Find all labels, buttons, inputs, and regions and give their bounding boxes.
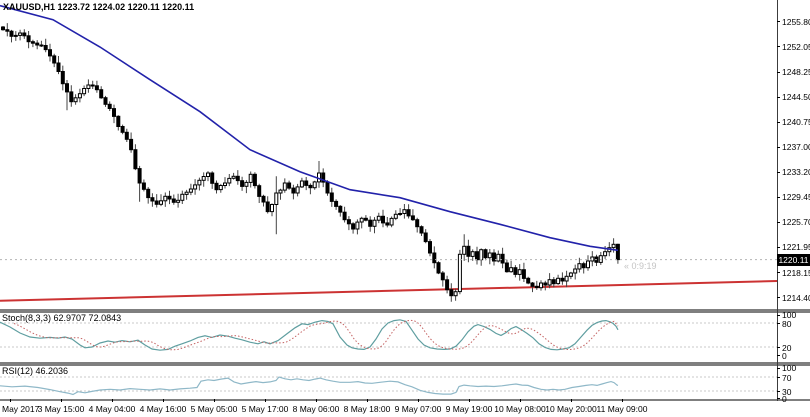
- price-axis-label-tick: [777, 171, 780, 173]
- stoch-axis-label: 100: [782, 310, 797, 320]
- chart-bottom-border: [0, 399, 810, 401]
- time-axis-label: 4 May 04:00: [88, 404, 136, 414]
- time-axis-label: 4 May 16:00: [139, 404, 187, 414]
- price-axis-label-tick: [777, 221, 780, 223]
- time-axis-tick: [265, 399, 266, 402]
- stochastic-label: Stoch(8,3,3) 62.9707 72.0843: [2, 313, 122, 323]
- rsi-axis-label-tick: [777, 391, 780, 392]
- price-axis-label: 1252.05: [782, 41, 810, 52]
- rsi-panel-canvas[interactable]: [0, 366, 778, 399]
- price-axis-label: 1237.00: [782, 142, 810, 152]
- price-axis-label-tick: [777, 297, 780, 299]
- candles-bullish: [13, 32, 616, 297]
- rsi-line: [0, 376, 619, 396]
- rsi-axis-label: 0: [782, 393, 787, 404]
- time-axis-label: 3 May 15:00: [37, 404, 85, 414]
- rsi-axis-label-tick: [777, 367, 780, 369]
- time-axis-tick: [367, 399, 368, 402]
- time-axis-label: 5 May 05:00: [190, 404, 238, 414]
- time-axis-label: 10 May 08:00: [494, 404, 546, 414]
- time-axis-tick: [622, 399, 623, 402]
- stoch-axis-label: 80: [782, 318, 792, 329]
- price-axis-label-tick: [777, 46, 780, 48]
- price-axis-label: 1218.15: [782, 267, 810, 278]
- price-axis-label-tick: [777, 21, 780, 23]
- rsi-axis-label-tick: [777, 398, 780, 399]
- price-scale-border: [777, 0, 778, 401]
- time-axis-label: May 2017: [2, 404, 40, 414]
- stoch-axis-label-tick: [777, 347, 780, 348]
- rsi-axis-label: 100: [782, 363, 797, 373]
- price-axis-label-tick: [777, 121, 780, 123]
- stoch-axis-label-tick: [777, 314, 780, 316]
- stoch-axis-label: 20: [782, 342, 792, 353]
- time-axis-tick: [61, 399, 62, 402]
- time-axis-tick: [520, 399, 521, 402]
- time-axis-label: 8 May 18:00: [343, 404, 391, 414]
- time-axis-tick: [10, 399, 11, 402]
- price-axis-label: 1255.80: [782, 16, 810, 27]
- price-chart-canvas[interactable]: « 0:9:19: [0, 0, 778, 309]
- time-axis-tick: [571, 399, 572, 402]
- price-axis-label-tick: [777, 196, 780, 198]
- stoch-axis-label-tick: [777, 323, 780, 324]
- time-axis-label: 9 May 07:00: [394, 404, 442, 414]
- rsi-axis-label: 70: [782, 372, 792, 383]
- stoch-axis-label-tick: [777, 355, 780, 356]
- price-axis-label-tick: [777, 96, 780, 98]
- price-axis-label: 1214.40: [782, 292, 810, 303]
- stoch-main-line: [0, 319, 619, 351]
- price-axis-label-tick: [777, 246, 780, 248]
- stoch-signal-line: [13, 319, 619, 351]
- chart-title: XAUUSD,H1 1223.72 1224.02 1220.11 1220.1…: [3, 2, 195, 12]
- panel-separator[interactable]: [0, 362, 810, 366]
- time-scale[interactable]: May 2017 3 May 15:00 4 May 04:00 4 May 16:0…: [0, 399, 810, 417]
- rsi-axis-label: 30: [782, 386, 792, 397]
- price-scale[interactable]: 1255.80 1252.05 1248.25 1244.50 1240.75 1237.…: [777, 0, 810, 404]
- price-axis-label-tick: [777, 272, 780, 274]
- time-axis-label: 8 May 06:00: [292, 404, 340, 414]
- price-axis-label: 1240.75: [782, 117, 810, 127]
- current-price-badge: 1220.11: [777, 253, 810, 266]
- price-axis-label: 1244.50: [782, 92, 810, 102]
- price-axis-label: 1229.45: [782, 192, 810, 203]
- price-axis-label: 1233.20: [782, 167, 810, 178]
- time-axis-label: 5 May 17:00: [241, 404, 289, 414]
- trendline[interactable]: [0, 280, 778, 302]
- time-axis-tick: [112, 399, 113, 402]
- rsi-axis-label-tick: [777, 377, 780, 378]
- time-axis-label: 10 May 20:00: [545, 404, 597, 414]
- moving-average-line[interactable]: [0, 4, 619, 252]
- panel-separator[interactable]: [0, 309, 810, 313]
- time-axis-label: 9 May 19:00: [445, 404, 493, 414]
- stoch-axis-label: 0: [782, 350, 787, 361]
- time-axis-tick: [316, 399, 317, 402]
- time-axis-tick: [214, 399, 215, 402]
- price-axis-label-tick: [777, 71, 780, 73]
- stochastic-panel-canvas[interactable]: [0, 313, 778, 362]
- time-axis-label: 11 May 09:00: [596, 404, 648, 414]
- time-axis-tick: [469, 399, 470, 402]
- candle-countdown: « 0:9:19: [624, 261, 657, 271]
- price-axis-label: 1248.25: [782, 67, 810, 77]
- price-axis-label: 1225.70: [782, 217, 810, 228]
- price-axis-label: 1221.95: [782, 242, 810, 253]
- rsi-label: RSI(12) 46.2036: [2, 366, 69, 376]
- time-axis-tick: [163, 399, 164, 402]
- time-axis-tick: [418, 399, 419, 402]
- candles-bearish: [1, 26, 620, 297]
- price-axis-label-tick: [777, 146, 780, 148]
